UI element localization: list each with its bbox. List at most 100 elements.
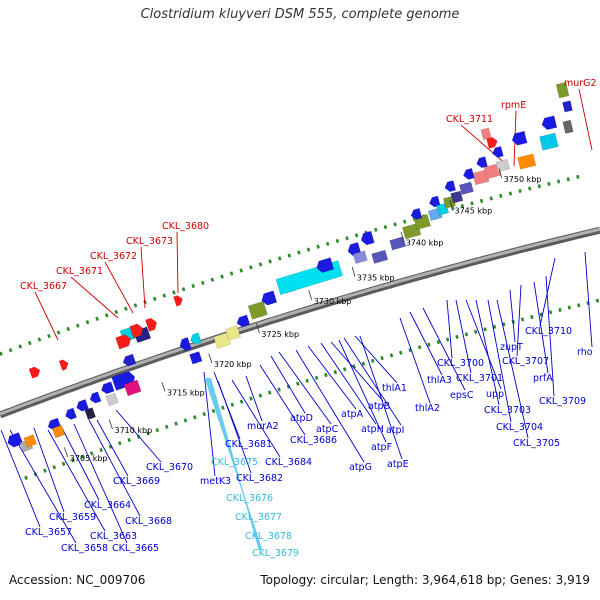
gene-labels: CKL_3667 CKL_3671 CKL_3672 CKL_3673 CKL_3680… — [20, 78, 597, 559]
track-dot-outer — [172, 290, 176, 295]
track-dot-inner — [192, 415, 197, 420]
scale-tick-mark — [63, 447, 69, 458]
leader-line-rev — [338, 339, 387, 443]
leader-line-rna — [210, 377, 260, 551]
track-dot-inner — [567, 305, 571, 310]
track-dot-outer — [85, 320, 90, 325]
track-dot-inner — [483, 327, 487, 332]
gene-feature — [173, 295, 183, 307]
gene-feature — [444, 180, 457, 192]
track-dot-inner — [249, 396, 253, 401]
track-dot-inner — [333, 369, 338, 375]
gene-feature — [476, 156, 488, 169]
gene-label-rev: CKL_3701 — [456, 373, 503, 384]
track-dot-outer — [345, 236, 349, 241]
gene-feature — [352, 250, 368, 264]
track-dot-outer — [576, 174, 580, 179]
track-dot-outer — [229, 271, 234, 276]
leader-line-rev — [487, 299, 512, 423]
gene-label-rev: thlA1 — [382, 383, 407, 394]
track-dot-inner — [342, 367, 347, 372]
leader-line-rev — [399, 317, 431, 404]
gene-label-rev: atpD — [290, 413, 313, 424]
track-dot-outer — [287, 253, 292, 258]
track-dot-outer — [383, 225, 388, 230]
gene-label-rev: metK3 — [200, 476, 231, 487]
track-dot-inner — [427, 342, 431, 347]
scale-tick-mark — [208, 353, 213, 364]
leader-line-rev — [231, 379, 281, 458]
scale-tick-label: 3705 kbp — [70, 454, 108, 463]
gene-label-rev: CKL_3670 — [146, 462, 193, 473]
track-dot-inner — [183, 418, 188, 423]
gene-feature — [129, 323, 144, 339]
track-dot-inner — [258, 393, 263, 398]
gene-label-rev: CKL_3703 — [484, 405, 531, 416]
gene-feature — [450, 190, 464, 204]
gene-label-rna: CKL_3675 — [211, 457, 258, 468]
scale-tick-mark — [498, 168, 503, 179]
track-dot-inner — [399, 350, 403, 355]
track-dot-outer — [547, 181, 551, 186]
leader-line-rev — [359, 335, 403, 460]
gene-feature — [562, 119, 574, 134]
leader-line-rev — [533, 281, 549, 374]
track-dot-inner — [155, 427, 160, 433]
track-dot-inner — [267, 390, 272, 395]
gene-feature — [316, 257, 335, 273]
leader-line-rev — [343, 337, 402, 426]
track-dot-inner — [520, 317, 525, 322]
gene-label-rev: CKL_3682 — [236, 473, 283, 484]
track-dot-outer — [191, 283, 195, 289]
track-dot-inner — [43, 468, 47, 473]
track-dot-outer — [335, 238, 340, 244]
gene-label-rev: zupT — [500, 342, 523, 353]
gene-label-rna: CKL_3677 — [235, 512, 282, 523]
gene-label-rna: CKL_3679 — [252, 548, 299, 559]
gene-feature — [115, 334, 131, 350]
leader-line-rev — [203, 371, 216, 477]
leader-line-rev — [73, 423, 128, 544]
gene-feature — [236, 314, 251, 328]
gene-label-rev: CKL_3684 — [265, 457, 312, 468]
gene-feature — [189, 351, 203, 365]
track-dot-inner — [473, 329, 478, 334]
track-dot-inner — [370, 358, 375, 363]
leader-line-fwd — [460, 124, 509, 167]
track-dot-inner — [417, 345, 422, 350]
track-dot-outer — [499, 193, 503, 198]
leader-line-rev — [496, 299, 529, 439]
scale-tick-mark — [351, 266, 356, 277]
gene-label-rev: CKL_3710 — [525, 326, 572, 337]
gene-label-rev: murA2 — [247, 421, 279, 432]
scale-tick-label: 3725 kbp — [261, 330, 299, 339]
gene-feature — [511, 130, 528, 146]
gene-feature — [213, 332, 232, 349]
track-dot-inner — [221, 405, 225, 410]
gene-feature — [492, 146, 504, 158]
track-dot-inner — [127, 437, 132, 443]
gene-label-rev: CKL_3705 — [513, 438, 560, 449]
track-dot-inner — [202, 411, 207, 417]
scale-tick-mark — [161, 381, 166, 392]
track-dot-outer — [460, 203, 465, 209]
track-dot-outer — [316, 244, 320, 249]
gene-feature — [463, 167, 475, 180]
track-dot-outer — [479, 198, 484, 203]
track-dot-outer — [47, 333, 51, 339]
leader-line-rev — [465, 299, 502, 390]
gene-feature — [459, 181, 474, 195]
track-dot-outer — [95, 316, 99, 321]
leader-line-rev — [295, 349, 365, 463]
gene-label-rev: CKL_3668 — [125, 516, 172, 527]
gene-label-fwd: murG2 — [564, 78, 597, 89]
gene-label-rna: CKL_3676 — [226, 493, 273, 504]
gene-label-fwd: CKL_3672 — [90, 251, 137, 262]
track-dot-outer — [489, 196, 493, 201]
track-dot-outer — [537, 184, 541, 189]
scale-tick-mark — [308, 290, 313, 300]
gene-label-rev: thlA2 — [415, 403, 440, 414]
track-dot-outer — [258, 262, 263, 267]
track-dot-outer — [220, 274, 224, 279]
